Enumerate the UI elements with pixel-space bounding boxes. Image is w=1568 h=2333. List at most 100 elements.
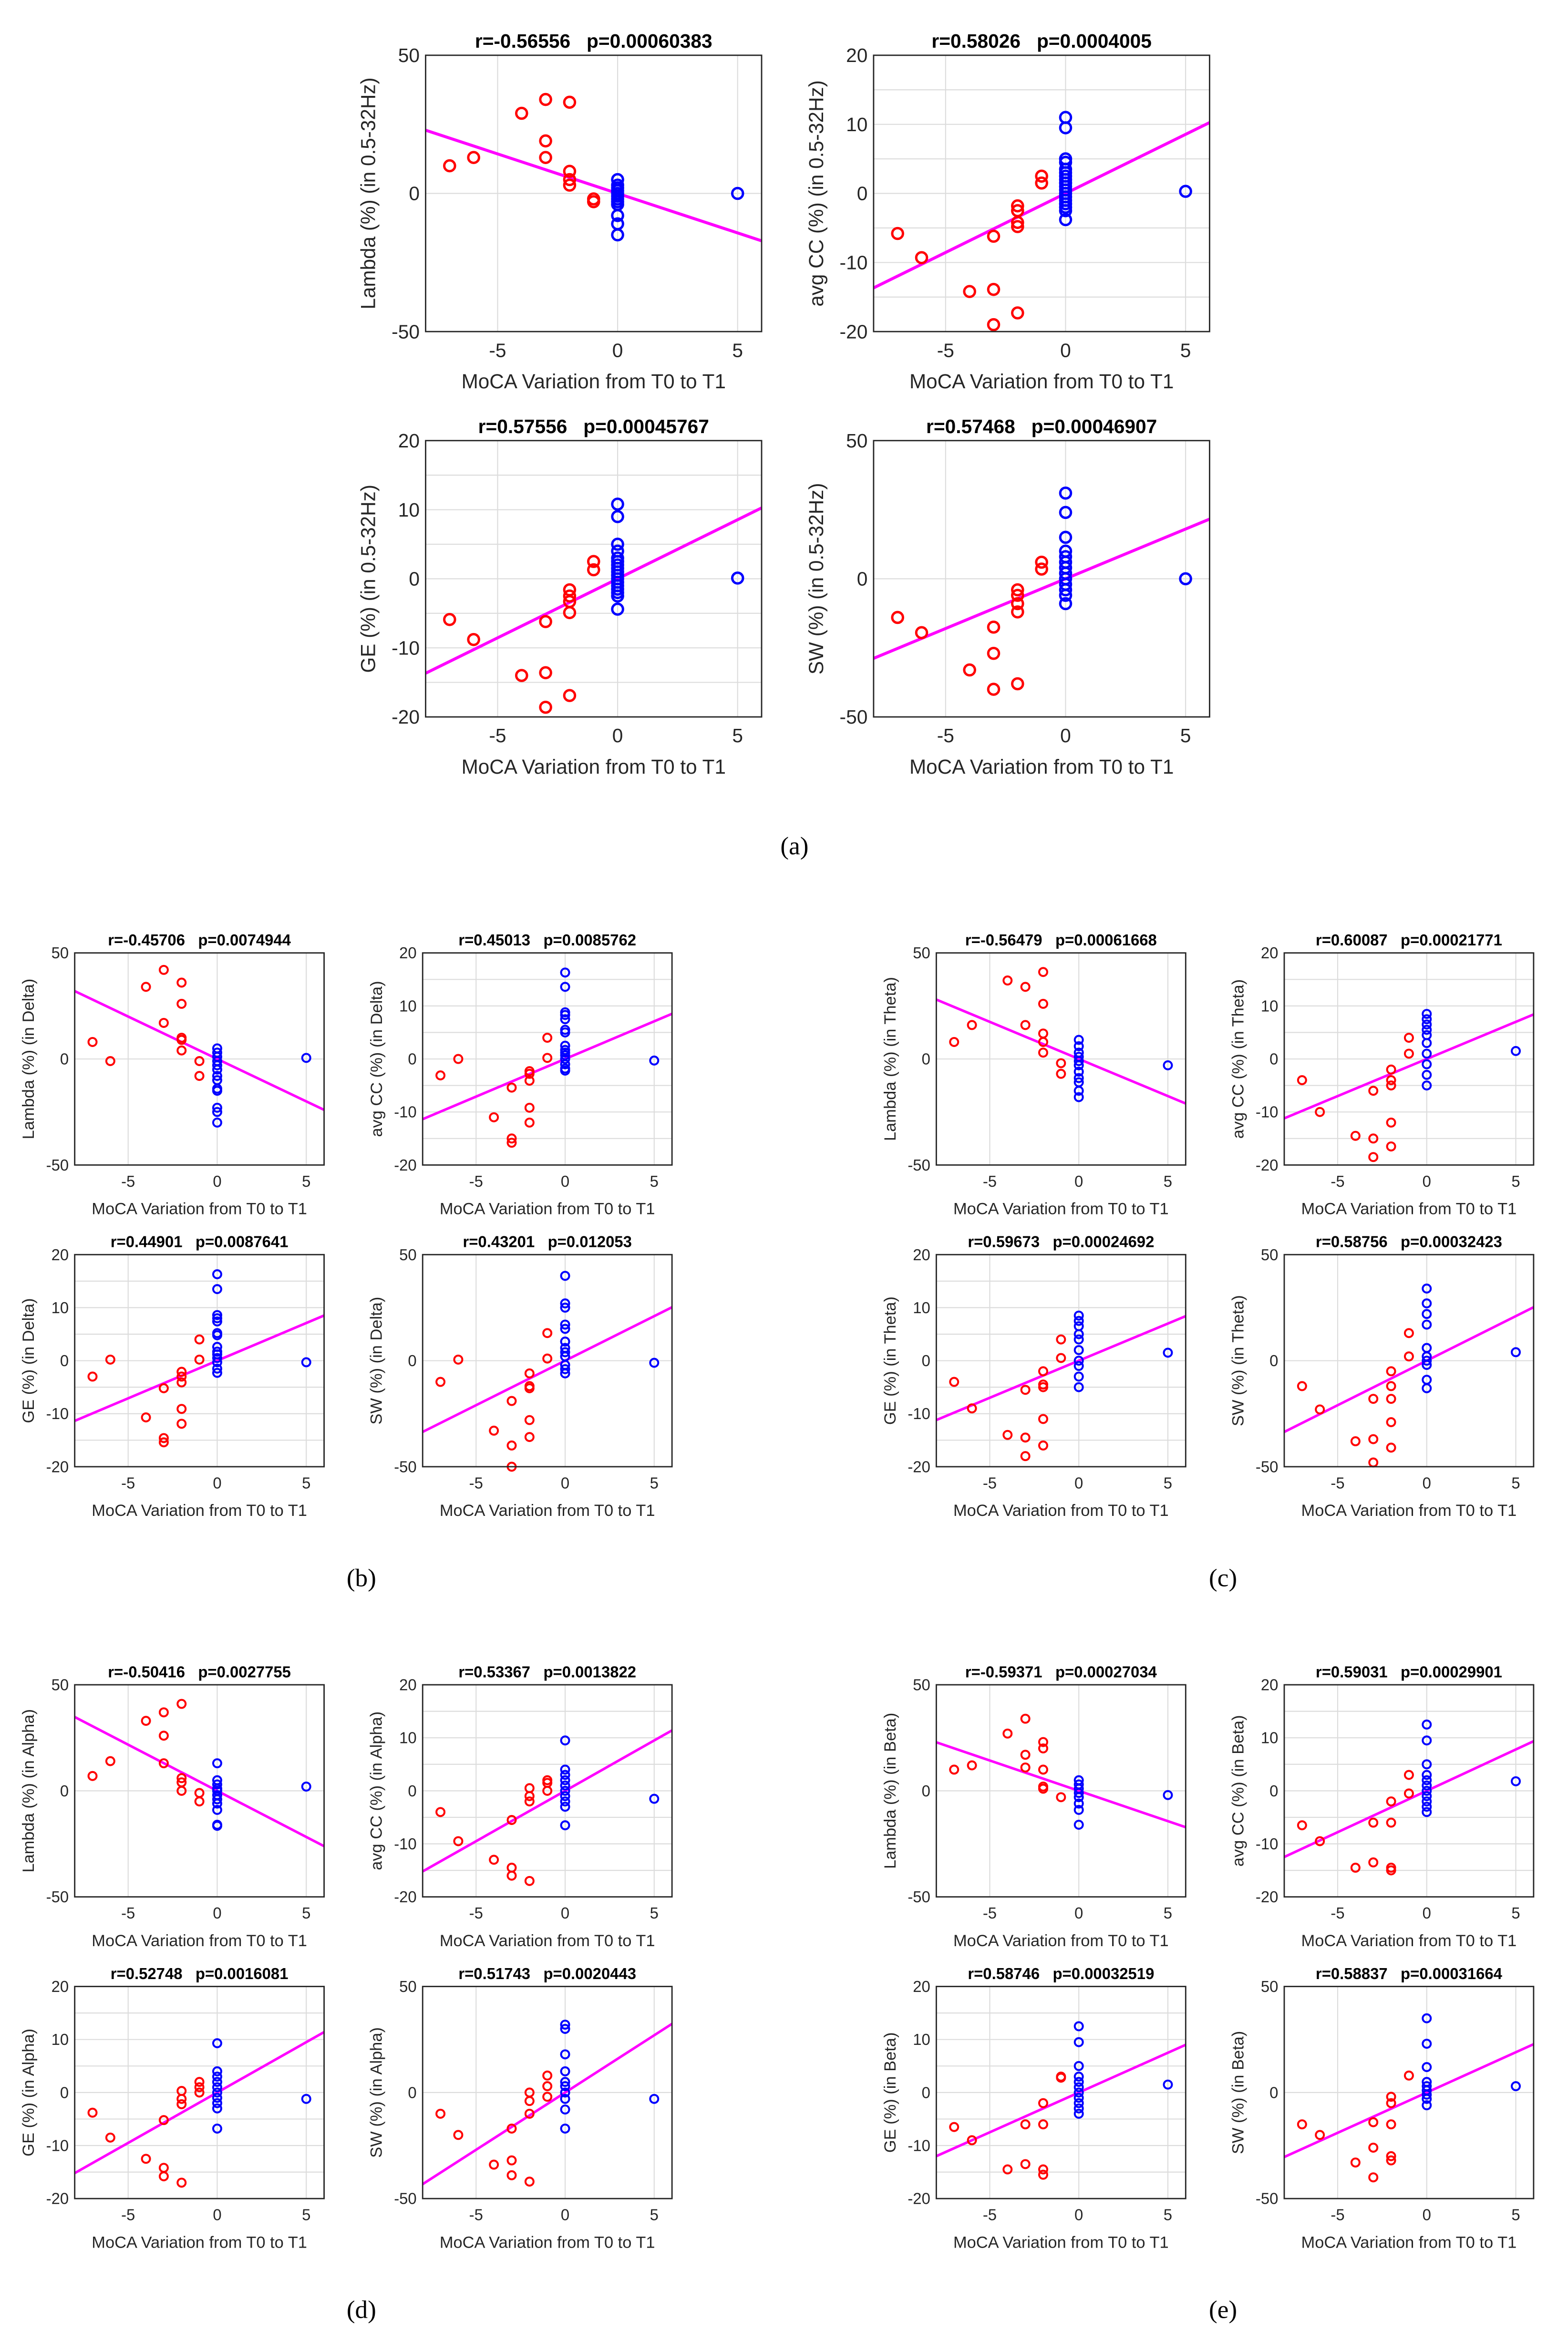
- data-point-blue: [1163, 2079, 1173, 2090]
- data-point-blue: [611, 602, 624, 616]
- data-point-blue: [560, 1820, 570, 1831]
- x-tick-label: -5: [983, 1904, 997, 1922]
- data-point-blue: [1073, 2021, 1084, 2032]
- y-tick-label: 0: [408, 1352, 416, 1369]
- y-tick-label: 0: [922, 1050, 930, 1068]
- data-point-red: [1403, 2070, 1414, 2081]
- y-tick-label: 20: [913, 1246, 930, 1264]
- data-point-blue: [560, 2049, 570, 2060]
- data-point-red: [542, 2070, 553, 2081]
- data-point-blue: [1163, 1060, 1173, 1070]
- data-point-red: [1368, 1434, 1379, 1444]
- y-tick-label: 10: [1261, 1729, 1279, 1747]
- data-point-red: [1403, 1788, 1414, 1799]
- data-point-red: [1350, 1130, 1361, 1141]
- data-point-red: [467, 633, 480, 646]
- data-point-red: [1297, 1381, 1307, 1391]
- x-tick-label: 5: [650, 1474, 659, 1492]
- y-axis-label: SW (%) (in Delta): [368, 1297, 386, 1425]
- data-point-red: [1368, 2172, 1379, 2183]
- data-point-red: [563, 606, 577, 620]
- data-point-red: [1011, 605, 1024, 619]
- data-point-blue: [1422, 1014, 1432, 1025]
- x-tick-label: 5: [302, 1904, 310, 1922]
- data-point-blue: [560, 1040, 570, 1051]
- x-axis-label: MoCA Variation from T0 to T1: [92, 1502, 307, 1520]
- data-point-blue: [560, 1368, 570, 1379]
- x-tick-label: 0: [1074, 1474, 1083, 1492]
- data-point-red: [176, 2177, 187, 2188]
- y-tick-label: -20: [1256, 1888, 1279, 1906]
- x-axis-label: MoCA Variation from T0 to T1: [1301, 1502, 1517, 1520]
- data-point-blue: [1073, 1067, 1084, 1077]
- scatter-plot: -5 0 5 -20 -10 0 10 20 r=0.59031 p=0.00029901 MoC…: [1229, 1663, 1535, 1950]
- y-tick-label: -10: [1256, 1835, 1279, 1853]
- data-point-red: [1011, 306, 1024, 320]
- data-point-blue: [1073, 1092, 1084, 1102]
- data-point-red: [563, 95, 577, 109]
- regression-line: [425, 128, 762, 242]
- y-tick-label: 20: [399, 1676, 417, 1694]
- data-point-blue: [611, 589, 624, 603]
- data-point-red: [915, 626, 928, 640]
- y-tick-label: 0: [60, 2084, 69, 2101]
- data-point-red: [1386, 1117, 1396, 1128]
- data-point-red: [176, 1419, 187, 1429]
- x-tick-label: 5: [1511, 2206, 1520, 2224]
- data-point-blue: [301, 1357, 311, 1368]
- data-point-blue: [1073, 2093, 1084, 2103]
- data-point-blue: [649, 1358, 660, 1368]
- x-tick-label: 0: [612, 725, 623, 747]
- scatter-plot: -5 0 5 -20 -10 0 10 20 r=0.58746 p=0.00032519 MoC…: [881, 1965, 1186, 2252]
- data-point-blue: [212, 1269, 222, 1279]
- x-axis-label: MoCA Variation from T0 to T1: [440, 1200, 655, 1218]
- data-point-red: [176, 2086, 187, 2096]
- data-point-blue: [1422, 2039, 1432, 2049]
- regression-line: [1284, 1740, 1534, 1858]
- y-tick-label: 0: [408, 1782, 416, 1800]
- data-point-red: [524, 1415, 535, 1425]
- regression-line: [873, 518, 1210, 660]
- data-point-blue: [212, 1071, 222, 1081]
- plot-title: r=-0.50416 p=0.0027755: [108, 1663, 291, 1680]
- data-point-blue: [212, 1060, 222, 1070]
- x-axis-label: MoCA Variation from T0 to T1: [440, 1502, 655, 1520]
- data-point-blue: [1059, 597, 1073, 611]
- data-point-red: [506, 2170, 517, 2180]
- plot-title: r=0.60087 p=0.00021771: [1316, 931, 1502, 949]
- axes-frame: [1283, 1684, 1535, 1898]
- plot-title: r=-0.56556 p=0.00060383: [475, 30, 712, 52]
- data-point-red: [506, 1396, 517, 1406]
- x-tick-label: 5: [1511, 1172, 1520, 1190]
- data-point-blue: [1073, 1788, 1084, 1798]
- data-point-red: [542, 1033, 553, 1043]
- plot-title: r=0.44901 p=0.0087641: [111, 1233, 289, 1251]
- data-point-red: [176, 1785, 187, 1796]
- y-tick-label: 0: [60, 1782, 69, 1800]
- data-point-red: [542, 1328, 553, 1338]
- y-axis-label: GE (%) (in 0.5-32Hz): [357, 485, 380, 673]
- x-tick-label: -5: [1331, 1172, 1344, 1190]
- data-point-red: [1386, 1141, 1396, 1151]
- data-point-red: [1020, 2119, 1031, 2130]
- x-tick-label: 0: [1423, 2206, 1431, 2224]
- x-tick-label: 0: [1074, 2206, 1083, 2224]
- y-tick-label: 50: [399, 1246, 417, 1264]
- data-point-red: [1038, 2164, 1048, 2175]
- y-axis-label: Lambda (%) (in Delta): [20, 979, 38, 1140]
- data-point-blue: [1511, 2081, 1521, 2092]
- data-point-blue: [731, 187, 744, 200]
- data-point-blue: [560, 1066, 570, 1076]
- data-point-red: [1035, 169, 1048, 183]
- data-point-red: [435, 1070, 446, 1080]
- data-point-red: [1386, 1394, 1396, 1404]
- data-point-blue: [212, 2123, 222, 2134]
- data-point-red: [563, 165, 577, 178]
- data-point-blue: [560, 2081, 570, 2092]
- axes-frame: [74, 1684, 325, 1898]
- x-tick-label: 5: [1164, 1474, 1172, 1492]
- data-point-red: [1038, 1366, 1048, 1377]
- data-point-red: [141, 1412, 151, 1422]
